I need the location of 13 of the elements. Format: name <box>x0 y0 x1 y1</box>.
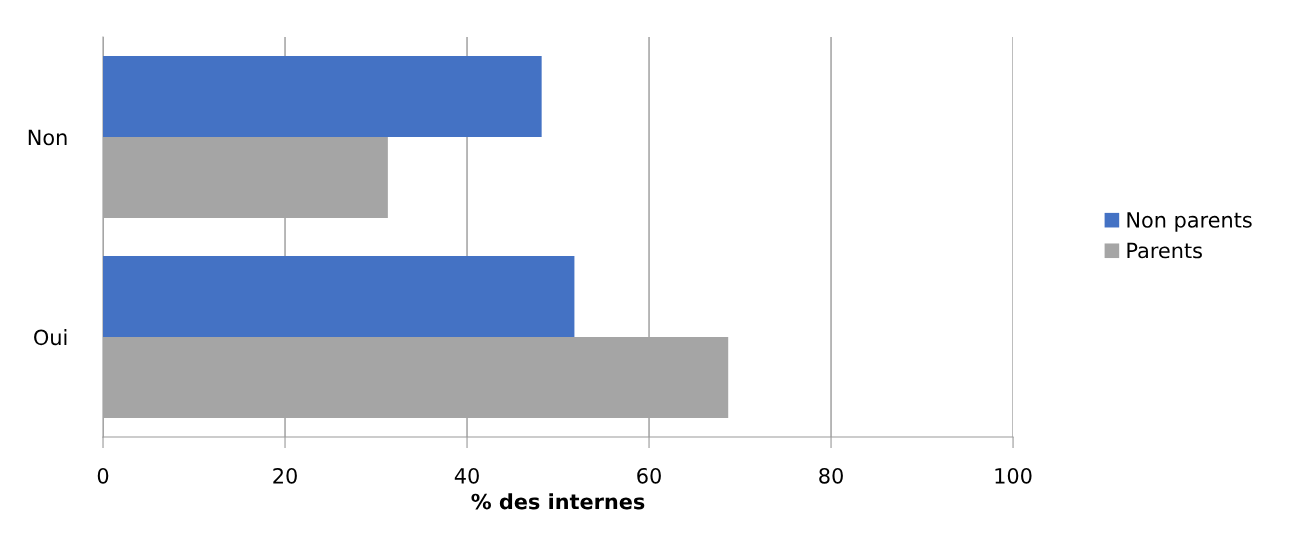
x-axis-title: % des internes <box>471 493 645 510</box>
x-tick-label: 0 <box>97 467 109 484</box>
bar <box>103 256 575 338</box>
x-tick-label: 60 <box>637 467 661 484</box>
y-tick-label: Non <box>28 129 67 146</box>
y-tick-label: Oui <box>34 329 67 346</box>
x-tick-label: 100 <box>995 467 1032 484</box>
legend-label: Non parents <box>1127 212 1252 232</box>
x-tick-label: 20 <box>273 467 297 484</box>
legend-label: Parents <box>1127 242 1202 259</box>
x-tick-label: 80 <box>819 467 843 484</box>
bar <box>103 56 542 138</box>
x-tick-label: 40 <box>454 467 479 484</box>
